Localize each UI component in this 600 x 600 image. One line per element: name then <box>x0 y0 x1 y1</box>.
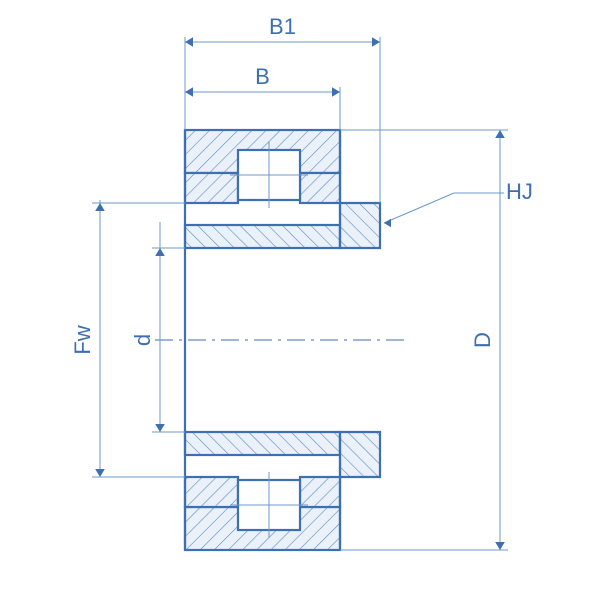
dim-label: B <box>255 64 270 89</box>
dim-label: d <box>130 334 155 346</box>
dim-label: Fw <box>70 325 95 354</box>
hj-label: HJ <box>506 179 533 204</box>
dim-label: D <box>470 332 495 348</box>
dim-label: B1 <box>269 14 296 39</box>
